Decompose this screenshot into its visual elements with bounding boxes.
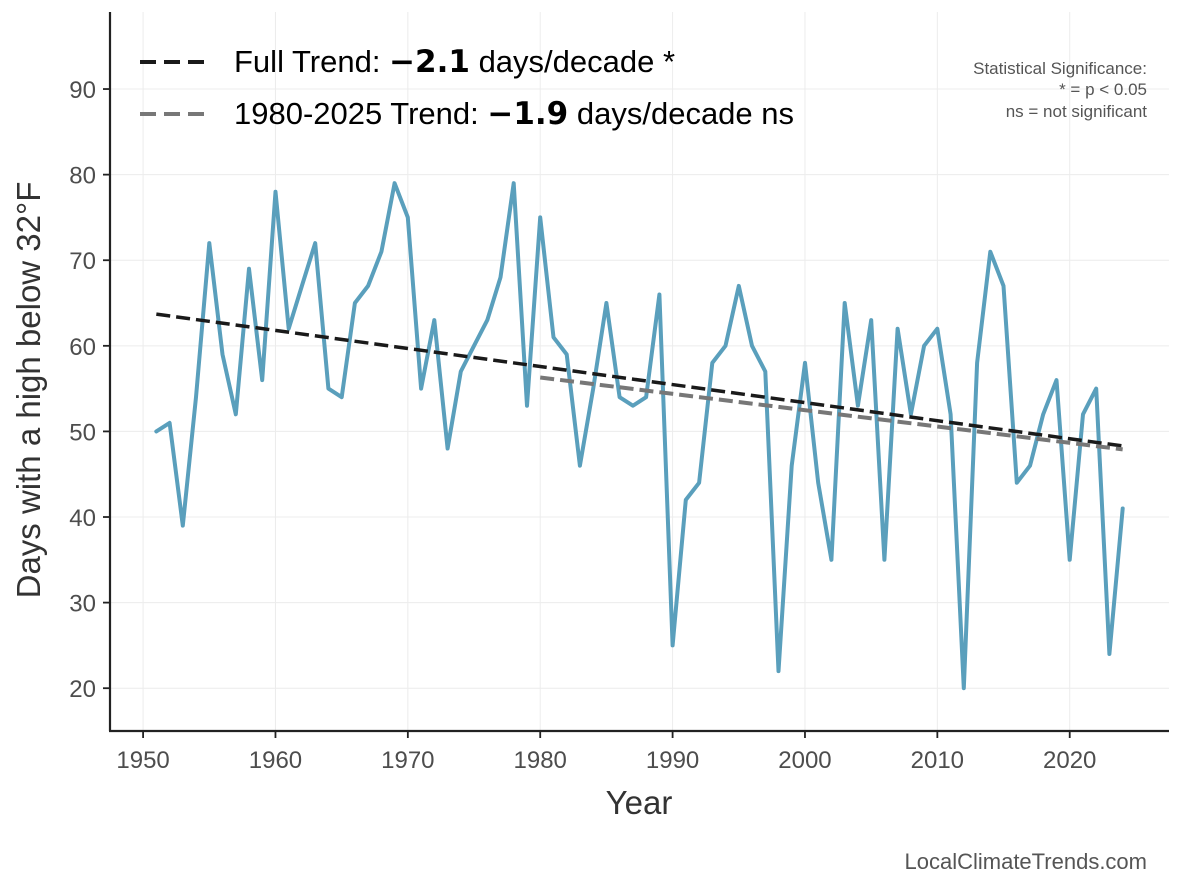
y-tick-label: 80 — [69, 163, 96, 190]
legend: Full Trend: −2.1 days/decade * 1980-2025… — [140, 44, 794, 132]
x-tick-label: 1980 — [514, 747, 567, 774]
y-axis-ticks: 20 30 40 50 60 70 80 90 — [69, 77, 110, 703]
y-tick-label: 70 — [69, 248, 96, 275]
x-axis-ticks: 1950 1960 1970 1980 1990 2000 2010 2020 — [116, 731, 1096, 774]
y-tick-label: 20 — [69, 676, 96, 703]
x-tick-label: 1970 — [381, 747, 434, 774]
x-tick-label: 2010 — [911, 747, 964, 774]
trend-line-full — [156, 312, 1123, 448]
x-tick-label: 1990 — [646, 747, 699, 774]
y-tick-label: 50 — [69, 419, 96, 446]
y-tick-label: 30 — [69, 591, 96, 618]
x-axis-title: Year — [606, 784, 673, 821]
x-tick-label: 2000 — [778, 747, 831, 774]
series-line-days-below-32f — [154, 181, 1125, 691]
y-tick-label: 40 — [69, 505, 96, 532]
y-tick-label: 60 — [69, 334, 96, 361]
credit-text: LocalClimateTrends.com — [905, 849, 1148, 874]
y-axis-title: Days with a high below 32°F — [10, 182, 47, 599]
x-tick-label: 1950 — [116, 747, 169, 774]
y-tick-label: 90 — [69, 77, 96, 104]
significance-ns: ns = not significant — [1006, 102, 1148, 121]
significance-title: Statistical Significance: — [973, 59, 1147, 78]
trend-line-1980-2025 — [539, 375, 1123, 452]
legend-label-recent-trend: 1980-2025 Trend: −1.9 days/decade ns — [234, 96, 794, 132]
x-tick-label: 2020 — [1043, 747, 1096, 774]
significance-annotation: Statistical Significance: * = p < 0.05 n… — [973, 59, 1147, 121]
x-tick-label: 1960 — [249, 747, 302, 774]
legend-label-full-trend: Full Trend: −2.1 days/decade * — [234, 44, 675, 80]
significance-star: * = p < 0.05 — [1059, 80, 1147, 99]
